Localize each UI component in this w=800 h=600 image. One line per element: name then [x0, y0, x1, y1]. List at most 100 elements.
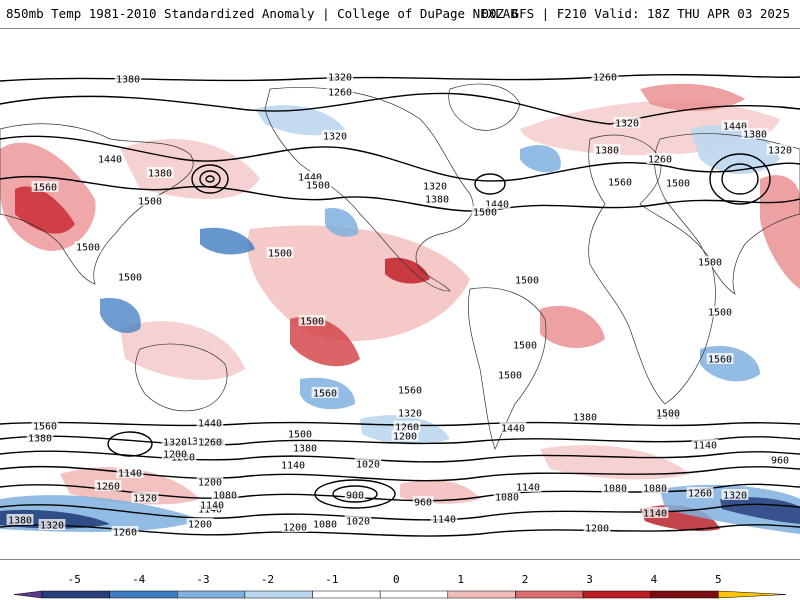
- colorbar-tick-label: 4: [651, 573, 658, 586]
- contour-label: 1020: [356, 460, 380, 471]
- contour-label: 1500: [656, 409, 680, 420]
- contour-label-bg: [196, 436, 224, 447]
- contour-label: 1500: [708, 308, 732, 319]
- colorbar-extend-high: [718, 590, 787, 599]
- colorbar-swatch: [650, 590, 719, 599]
- contour-label-bg: [664, 177, 692, 188]
- colorbar-swatch: [177, 590, 246, 599]
- anomaly-patch: [720, 497, 800, 524]
- contour-label-bg: [691, 439, 719, 450]
- anomaly-patch: [540, 305, 605, 349]
- anomaly-patch: [100, 298, 141, 334]
- anomaly-patch: [120, 321, 245, 380]
- contour-label: 1320: [423, 182, 447, 193]
- contour-label: 1380: [8, 516, 32, 527]
- contour-label-bg: [571, 411, 599, 422]
- contour-closed: [474, 173, 506, 195]
- contour-label-bg: [423, 193, 451, 204]
- contour-label-bg: [161, 436, 189, 447]
- contour-label: 1440: [723, 122, 747, 133]
- anomaly-shading: [0, 83, 800, 534]
- contour-label: 1320: [40, 521, 64, 532]
- anomaly-patch: [290, 316, 360, 367]
- colorbar-tick-label: -5: [68, 573, 81, 586]
- contour-label: 1500: [498, 371, 522, 382]
- contour-label-bg: [396, 407, 424, 418]
- contour-label-bg: [31, 181, 59, 192]
- contour-label-bg: [706, 353, 734, 364]
- colorbar: -5 -4 -3 -2 -1 0 1 2 3 4 5: [13, 573, 787, 599]
- contour-label-bg: [354, 458, 382, 469]
- contour-label: 1440: [98, 155, 122, 166]
- colorbar-swatches: [13, 590, 787, 599]
- contour-label: 1320: [723, 491, 747, 502]
- contour-label-bg: [721, 120, 749, 131]
- colorbar-swatch: [447, 590, 516, 599]
- contour-label-bg: [304, 179, 332, 190]
- contour-label: 1080: [313, 520, 337, 531]
- contour-label: 1500: [513, 341, 537, 352]
- contour-label: 1500: [300, 317, 324, 328]
- contour-label: 1260: [593, 73, 617, 84]
- contour-label: 1500: [666, 179, 690, 190]
- colorbar-tick-label: 5: [715, 573, 722, 586]
- contour-label-bg: [769, 454, 791, 465]
- colorbar-swatch: [109, 590, 178, 599]
- contour-line: [0, 524, 800, 537]
- colorbar-tick-label: -4: [132, 573, 146, 586]
- contour-label-bg: [344, 489, 366, 500]
- contour-label: 1500: [698, 258, 722, 269]
- contour-label-bg: [279, 459, 307, 470]
- contour-label: 1380: [28, 434, 52, 445]
- contour-label: 1260: [198, 438, 222, 449]
- contour-label: 1140: [693, 441, 717, 452]
- contour-label-bg: [483, 198, 511, 209]
- contour-label: 1380: [425, 195, 449, 206]
- contour-label-bg: [136, 195, 164, 206]
- contour-label-bg: [161, 448, 189, 459]
- contour-label: 1260: [113, 528, 137, 539]
- contour-label: 960: [414, 498, 432, 509]
- contour-closed: [199, 170, 221, 188]
- contour-label: 1260: [688, 489, 712, 500]
- contour-label-bg: [741, 128, 769, 139]
- contour-label-bg: [721, 489, 749, 500]
- contour-label: 1500: [76, 243, 100, 254]
- anomaly-patch: [325, 208, 359, 237]
- contour-label: 1320: [323, 132, 347, 143]
- contour-line: [0, 175, 800, 212]
- contour-label: 1320: [133, 494, 157, 505]
- contour-line: [0, 135, 800, 182]
- contour-label-bg: [266, 247, 294, 258]
- contour-label-bg: [654, 407, 682, 418]
- contour-label: 1380: [573, 413, 597, 424]
- contour-label: 1260: [328, 88, 352, 99]
- contour-closed: [314, 479, 396, 509]
- contour-label: 1560: [398, 386, 422, 397]
- contour-label: 1260: [648, 155, 672, 166]
- contour-label-bg: [593, 144, 621, 155]
- contour-label: 1200: [188, 520, 212, 531]
- model-run-label: 00Z GFS | F210 Valid: 18Z THU APR 03 202…: [481, 6, 790, 21]
- contour-label-bg: [686, 487, 714, 498]
- contour-label-bg: [583, 522, 611, 533]
- contour-line: [0, 450, 800, 463]
- anomaly-patch: [520, 145, 561, 173]
- contour-label-bg: [298, 315, 326, 326]
- contour-label: 1500: [118, 273, 142, 284]
- contour-closed: [205, 175, 215, 183]
- contour-label: 1200: [198, 478, 222, 489]
- contour-labels: 1380 1320 1260 1260 1440 1380 1560 1500 1320 1440…: [6, 71, 794, 539]
- contour-label-bg: [311, 387, 339, 398]
- australia-outline: [135, 343, 228, 412]
- colorbar-ticks: -5 -4 -3 -2 -1 0 1 2 3 4 5: [68, 573, 722, 586]
- contour-label-bg: [514, 481, 542, 492]
- contour-line: [0, 421, 800, 427]
- contour-label-bg: [186, 518, 214, 529]
- colorbar-tick-label: 1: [457, 573, 464, 586]
- asia-outline-east: [654, 133, 800, 295]
- contour-label-bg: [391, 430, 419, 441]
- colorbar-extend-low: [13, 590, 43, 599]
- contour-label-bg: [412, 496, 434, 507]
- contour-label: 1320: [398, 409, 422, 420]
